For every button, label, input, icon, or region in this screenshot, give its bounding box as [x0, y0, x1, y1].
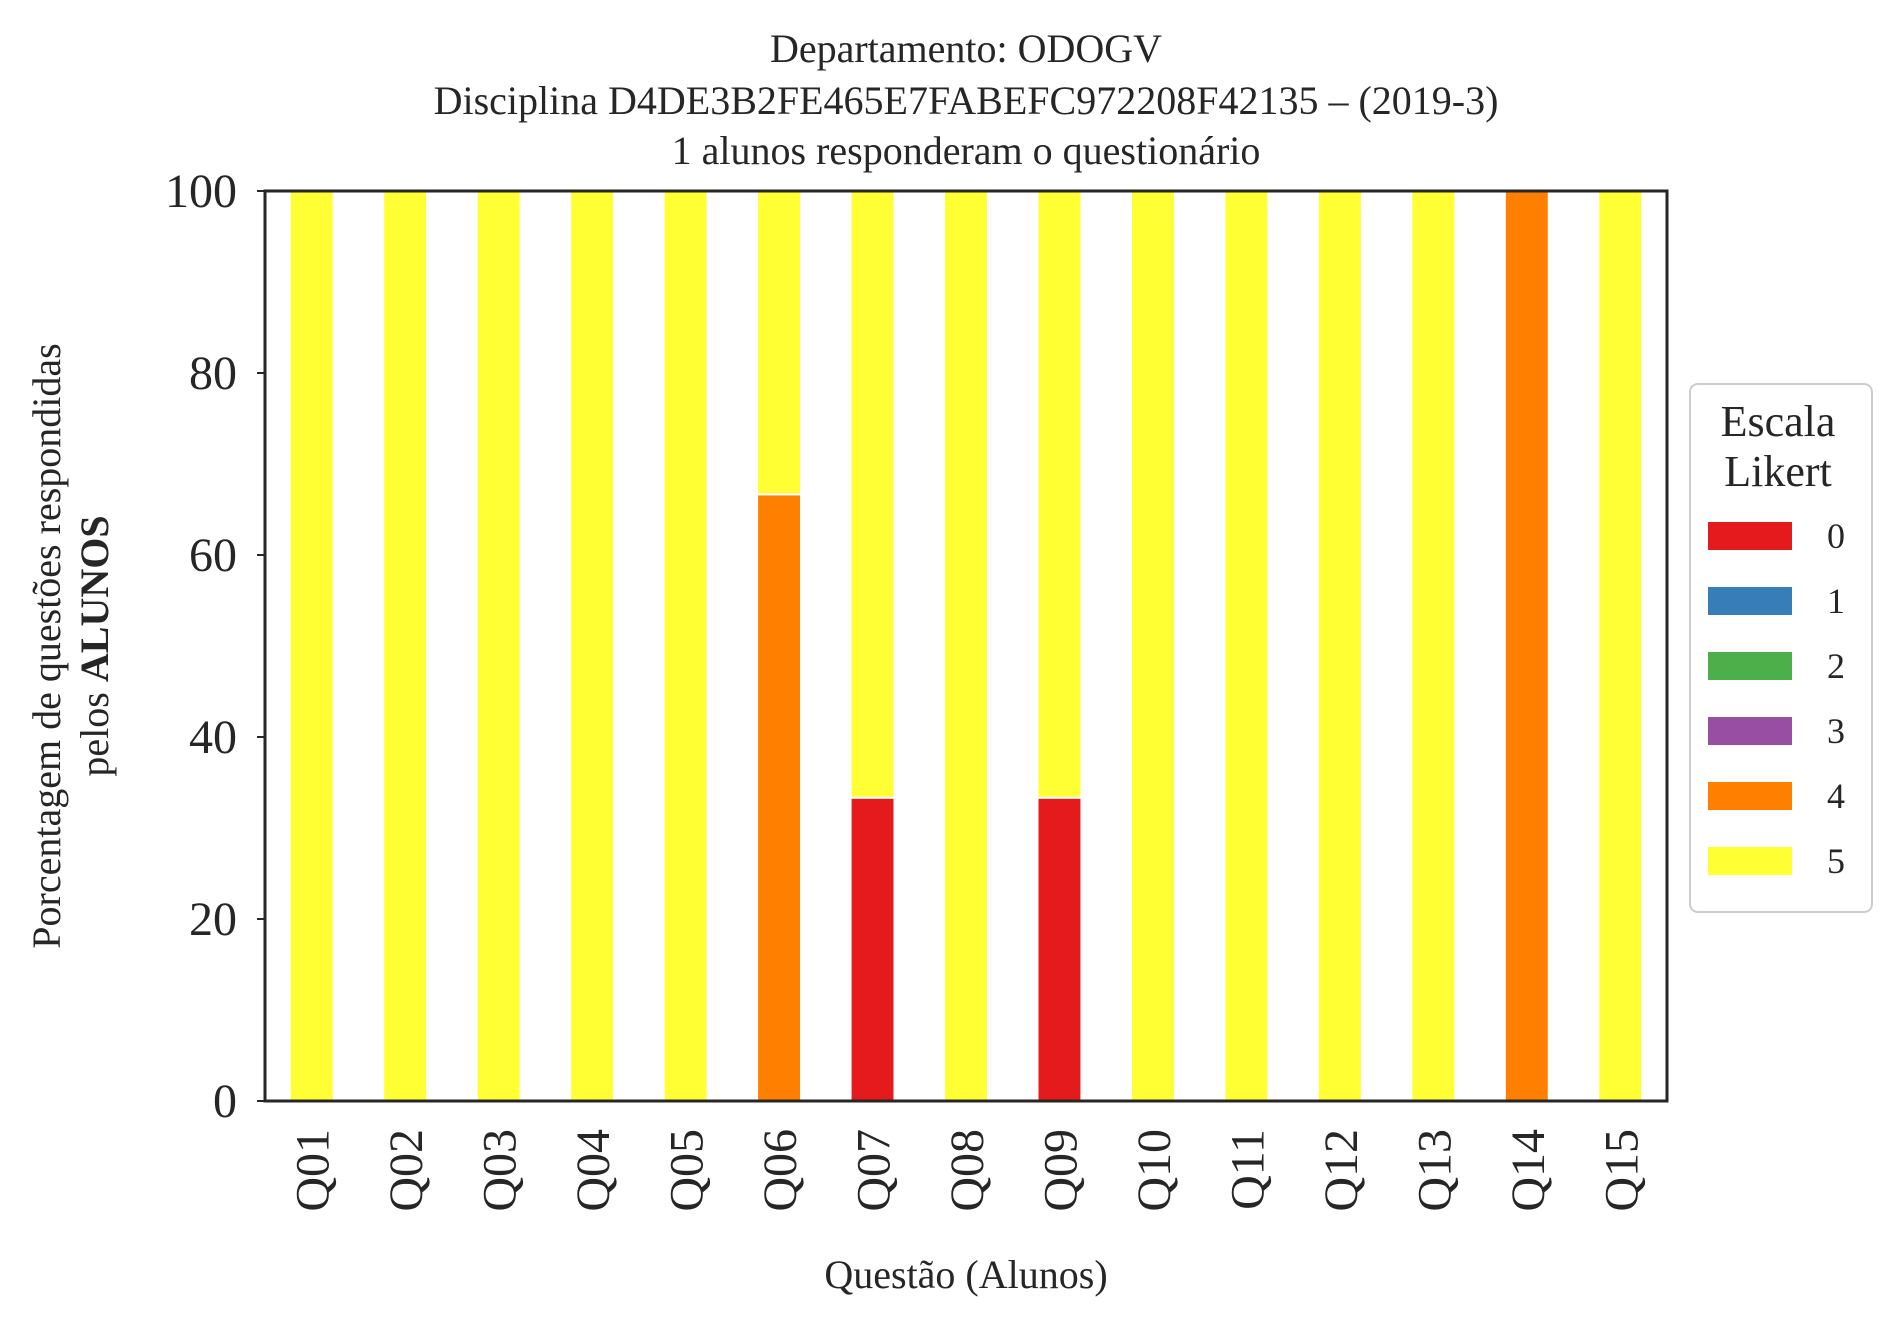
y-axis-label-line-2: pelos ALUNOS: [72, 515, 117, 776]
x-tick-label-q10: Q10: [1128, 1129, 1181, 1212]
legend-swatch-4: [1708, 782, 1792, 810]
legend-swatch-3: [1708, 717, 1792, 745]
legend-label-4: 4: [1827, 776, 1845, 816]
y-axis-label-bold: ALUNOS: [72, 515, 117, 682]
legend-swatch-2: [1708, 652, 1792, 680]
title-line-3: 1 alunos responderam o questionário: [672, 128, 1261, 173]
legend-label-0: 0: [1827, 516, 1845, 556]
bar-q02-likert-5: [382, 190, 429, 1102]
bar-q07-likert-0: [849, 796, 896, 1103]
bar-q10-likert-5: [1129, 190, 1176, 1102]
legend-label-5: 5: [1827, 841, 1845, 881]
legend-label-3: 3: [1827, 711, 1845, 751]
y-tick-label-80: 80: [189, 347, 237, 400]
bar-q14-likert-4: [1503, 190, 1550, 1102]
bar-q05-likert-5: [662, 190, 709, 1102]
bar-q08-likert-5: [943, 190, 989, 1102]
bar-q07-likert-5: [849, 190, 896, 799]
y-tick-label-0: 0: [213, 1075, 237, 1128]
x-tick-label-q14: Q14: [1502, 1129, 1555, 1212]
x-tick-label-q12: Q12: [1315, 1129, 1368, 1212]
x-tick-label-q09: Q09: [1034, 1129, 1087, 1212]
bar-q15-likert-5: [1597, 190, 1644, 1102]
legend-items: 0 1 2 3 4 5: [1708, 516, 1845, 881]
y-axis-label-line-1: Porcentagem de questões respondidas: [24, 343, 69, 948]
x-tick-label-q07: Q07: [848, 1129, 901, 1212]
x-tick-label-q01: Q01: [287, 1129, 340, 1212]
bar-q06-likert-5: [756, 190, 803, 496]
y-tick-label-60: 60: [189, 529, 237, 582]
y-axis-label-prefix: pelos: [72, 682, 117, 776]
x-tick-label-q13: Q13: [1408, 1129, 1461, 1212]
y-tick-label-40: 40: [189, 711, 237, 764]
bar-q09-likert-0: [1036, 796, 1083, 1103]
y-tick-label-20: 20: [189, 893, 237, 946]
x-tick-label-q08: Q08: [941, 1129, 994, 1212]
chart-title: Departamento: ODOGV Disciplina D4DE3B2FE…: [434, 26, 1499, 173]
title-line-1: Departamento: ODOGV: [770, 26, 1162, 71]
y-axis-ticks: 0 20 40 60 80 100: [165, 165, 265, 1128]
legend-box: [1689, 383, 1873, 913]
legend-label-2: 2: [1827, 646, 1845, 686]
x-axis-label: Questão (Alunos): [824, 1252, 1107, 1297]
bar-q13-likert-5: [1410, 190, 1457, 1102]
legend-title-line-1: Escala: [1721, 397, 1836, 446]
legend-title-line-2: Likert: [1724, 447, 1832, 496]
x-axis-ticks: Q01 Q02 Q03 Q04 Q05 Q06 Q07 Q08 Q09 Q10 Q11 Q12 Q13 Q…: [287, 1129, 1649, 1212]
x-tick-label-q04: Q04: [567, 1129, 620, 1212]
bar-q03-likert-5: [475, 190, 522, 1102]
legend-label-1: 1: [1827, 581, 1845, 621]
legend-swatch-0: [1708, 522, 1792, 550]
y-axis-label: Porcentagem de questões respondidas pelo…: [24, 343, 117, 948]
legend: Escala Likert 0 1 2 3 4 5: [1689, 383, 1873, 913]
legend-swatch-5: [1708, 847, 1792, 875]
plot-frame: [263, 189, 1669, 1103]
bar-q12-likert-5: [1316, 190, 1363, 1102]
bar-q04-likert-5: [569, 190, 616, 1102]
bar-q01-likert-5: [288, 190, 335, 1102]
bars-layer: [288, 190, 1644, 1103]
x-tick-label-q05: Q05: [661, 1129, 714, 1212]
bar-q11-likert-5: [1223, 190, 1270, 1102]
bar-q06-likert-4: [756, 493, 803, 1103]
legend-swatch-1: [1708, 587, 1792, 615]
y-tick-label-100: 100: [165, 165, 237, 218]
x-tick-label-q02: Q02: [380, 1129, 433, 1212]
x-tick-label-q11: Q11: [1221, 1129, 1274, 1210]
x-tick-label-q15: Q15: [1595, 1129, 1648, 1212]
title-line-2: Disciplina D4DE3B2FE465E7FABEFC972208F42…: [434, 78, 1499, 123]
x-tick-label-q06: Q06: [754, 1129, 807, 1212]
bar-q09-likert-5: [1036, 190, 1083, 799]
x-tick-label-q03: Q03: [474, 1129, 527, 1212]
